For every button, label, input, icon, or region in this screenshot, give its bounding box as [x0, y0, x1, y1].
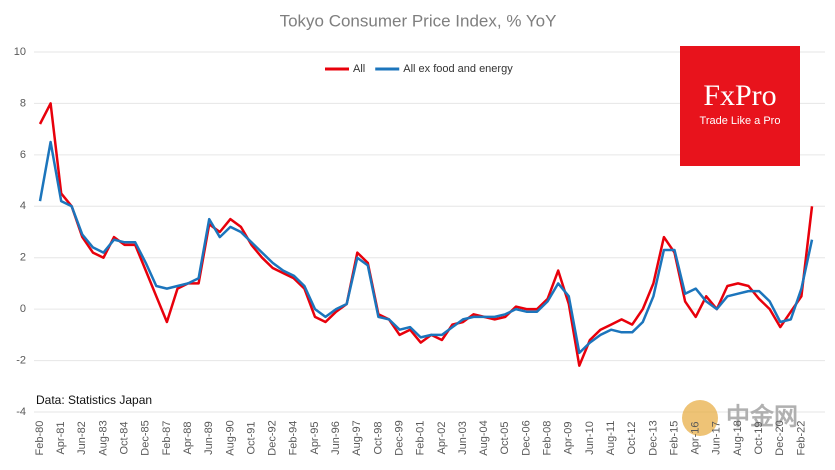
watermark: 中金网 — [726, 402, 798, 430]
x-tick-label: Jun-89 — [203, 421, 215, 455]
logo-box — [680, 46, 800, 166]
x-tick-label: Jun-10 — [584, 421, 596, 455]
y-tick-label: 6 — [20, 149, 26, 161]
x-tick-label: Aug-83 — [97, 420, 109, 455]
x-tick-label: Jun-96 — [330, 421, 342, 455]
x-tick-label: Jun-03 — [457, 421, 469, 455]
series-line — [38, 140, 814, 355]
x-tick-label: Apr-81 — [55, 421, 67, 454]
x-tick-label: Dec-13 — [647, 420, 659, 455]
x-tick-label: Oct-19 — [753, 421, 765, 454]
x-tick-label: Dec-92 — [267, 420, 279, 455]
x-tick-label: Aug-97 — [351, 420, 363, 455]
y-tick-label: -2 — [16, 354, 26, 366]
x-tick-label: Jun-82 — [76, 421, 88, 455]
x-tick-label: Feb-94 — [288, 421, 300, 456]
x-tick-label: Jun-17 — [711, 421, 723, 455]
x-tick-label: Feb-22 — [795, 421, 807, 456]
x-tick-label: Dec-20 — [774, 420, 786, 455]
source-note: Data: Statistics Japan — [36, 393, 152, 407]
x-tick-label: Feb-87 — [161, 421, 173, 456]
x-tick-label: Dec-85 — [140, 420, 152, 455]
x-tick-label: Oct-84 — [119, 421, 131, 454]
x-tick-label: Dec-99 — [393, 420, 405, 455]
grid — [34, 51, 825, 413]
x-tick-label: Oct-98 — [372, 421, 384, 454]
x-tick-label: Oct-12 — [626, 421, 638, 454]
x-tick-label: Aug-18 — [732, 420, 744, 455]
legend-label: All ex food and energy — [403, 63, 513, 75]
x-tick-label: Oct-91 — [245, 421, 257, 454]
chart-title: Tokyo Consumer Price Index, % YoY — [280, 11, 557, 30]
x-tick-label: Feb-15 — [668, 421, 680, 456]
series-line — [38, 102, 814, 367]
y-tick-label: 10 — [14, 46, 26, 58]
x-tick-label: Aug-04 — [478, 420, 490, 455]
x-tick-label: Aug-90 — [224, 420, 236, 455]
y-tick-label: -4 — [16, 406, 26, 418]
x-tick-label: Apr-88 — [182, 421, 194, 454]
x-tick-label: Apr-16 — [690, 421, 702, 454]
x-tick-label: Apr-02 — [436, 421, 448, 454]
x-tick-label: Apr-95 — [309, 421, 321, 454]
y-tick-label: 2 — [20, 252, 26, 264]
x-tick-label: Aug-11 — [605, 421, 617, 456]
x-tick-label: Oct-05 — [499, 421, 511, 454]
x-tick-label: Feb-08 — [542, 421, 554, 456]
y-tick-label: 0 — [20, 303, 26, 315]
x-tick-label: Apr-09 — [563, 421, 575, 454]
logo-brand: FxPro — [703, 79, 776, 112]
legend-label: All — [353, 63, 365, 75]
logo-tagline: Trade Like a Pro — [700, 115, 781, 127]
y-tick-label: 8 — [20, 97, 26, 109]
y-tick-label: 4 — [20, 200, 26, 212]
x-tick-label: Dec-06 — [520, 420, 532, 455]
x-tick-label: Feb-80 — [34, 421, 46, 456]
x-tick-label: Feb-01 — [415, 421, 427, 456]
watermark-icon — [682, 400, 718, 436]
